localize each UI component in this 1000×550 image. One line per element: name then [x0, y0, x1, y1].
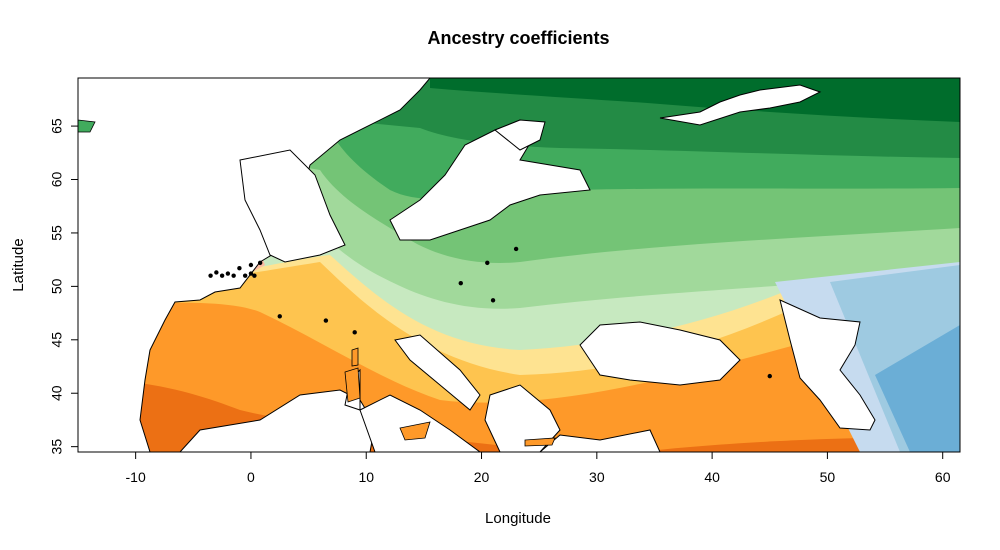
sample-point: [514, 247, 518, 251]
sample-point: [768, 374, 772, 378]
sample-point: [459, 281, 463, 285]
x-tick-label: 40: [704, 469, 720, 485]
y-tick-label: 60: [49, 172, 65, 188]
sample-point: [491, 298, 495, 302]
sample-point: [208, 273, 212, 277]
x-tick-label: -10: [126, 469, 146, 485]
x-tick-label: 60: [935, 469, 951, 485]
x-tick-label: 20: [474, 469, 490, 485]
sample-point: [258, 261, 262, 265]
x-tick-label: 50: [820, 469, 836, 485]
sample-point: [353, 330, 357, 334]
sample-point: [237, 266, 241, 270]
island-corsica: [352, 348, 358, 366]
sample-point: [278, 314, 282, 318]
y-tick-label: 40: [49, 385, 65, 401]
sample-point: [252, 273, 256, 277]
y-tick-label: 45: [49, 332, 65, 348]
island-sardinia: [345, 368, 360, 402]
x-axis: -10 0 10 20 30 40 50 60: [126, 452, 951, 485]
ancestry-surface: [78, 78, 960, 452]
sample-point: [324, 318, 328, 322]
y-axis: 35 40 45 50 55 60 65: [49, 118, 78, 454]
y-tick-label: 55: [49, 225, 65, 241]
sample-point: [231, 273, 235, 277]
sample-point: [243, 273, 247, 277]
sample-point: [226, 271, 230, 275]
x-tick-label: 30: [589, 469, 605, 485]
x-tick-label: 10: [358, 469, 374, 485]
sample-point: [220, 273, 224, 277]
x-tick-label: 0: [247, 469, 255, 485]
y-tick-label: 65: [49, 118, 65, 134]
y-tick-label: 50: [49, 278, 65, 294]
sample-point: [249, 263, 253, 267]
sample-point: [485, 261, 489, 265]
y-tick-label: 35: [49, 439, 65, 455]
sample-point: [214, 270, 218, 274]
